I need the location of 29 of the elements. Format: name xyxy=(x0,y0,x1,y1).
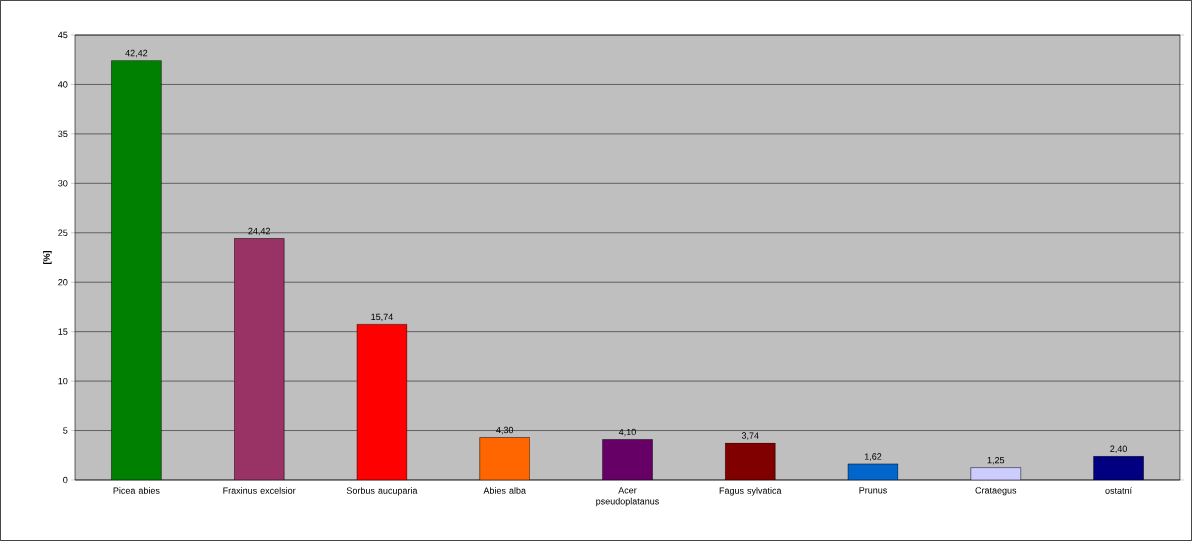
x-tick-label: Fagus sylvatica xyxy=(719,487,782,496)
x-tick-label: Sorbus aucuparia xyxy=(346,487,418,496)
y-tick-label: 20 xyxy=(58,279,68,286)
x-tick-label: Picea abies xyxy=(113,487,160,494)
data-label: 15,74 xyxy=(371,313,393,322)
data-label: 1,62 xyxy=(864,453,882,461)
y-tick-label: 40 xyxy=(58,81,68,88)
y-tick-label: 35 xyxy=(58,130,68,138)
y-tick-label: 25 xyxy=(58,229,68,236)
y-tick-label: 15 xyxy=(58,328,68,335)
data-label: 4,30 xyxy=(496,426,514,435)
data-label: 42,42 xyxy=(125,49,148,58)
data-label: 4,10 xyxy=(618,428,636,437)
x-tick-label: Abies alba xyxy=(483,487,526,494)
data-label: 1,25 xyxy=(987,456,1005,465)
y-tick-label: 45 xyxy=(58,31,68,39)
x-tick-label: Crataegus xyxy=(975,487,1017,496)
x-tick-label: Prunus xyxy=(859,487,887,494)
data-label: 24,42 xyxy=(248,227,270,236)
y-tick-label: 30 xyxy=(58,180,68,187)
y-tick-label: 0 xyxy=(63,476,68,484)
x-tick-label: ostatní xyxy=(1105,487,1133,494)
y-axis-title: [%] xyxy=(43,251,52,264)
data-label: 3,74 xyxy=(741,432,759,440)
data-label: 2,40 xyxy=(1110,445,1127,454)
y-tick-label: 10 xyxy=(58,377,68,385)
x-tick-label: Acer pseudoplatanus xyxy=(596,487,659,507)
y-tick-label: 5 xyxy=(63,427,68,434)
x-tick-label: Fraxinus excelsior xyxy=(223,487,296,494)
